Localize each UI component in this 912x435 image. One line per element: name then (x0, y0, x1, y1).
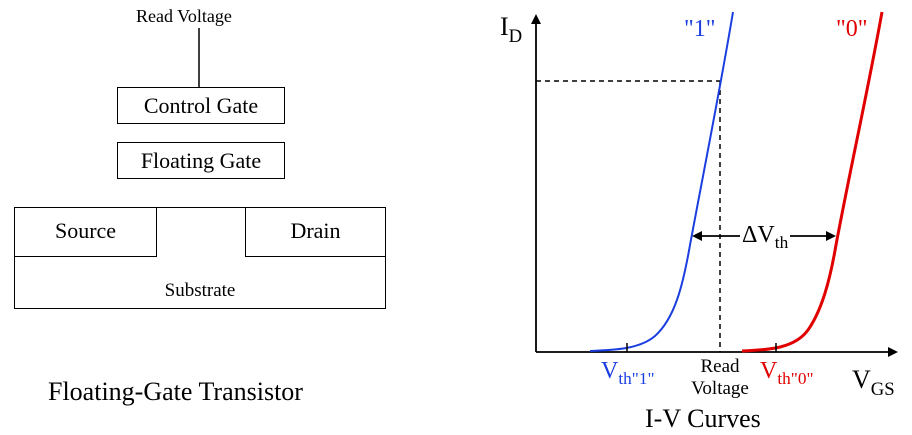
delta-vth-main: ΔV (742, 222, 775, 248)
control-gate-label: Control Gate (143, 93, 259, 118)
curve-bit-zero (741, 11, 884, 353)
iv-curves-caption: I-V Curves (645, 404, 761, 433)
delta-vth-sub: th (774, 233, 789, 253)
vth-zero-label-main: V (760, 358, 778, 384)
y-axis-label-sub: D (508, 25, 523, 47)
vth-zero-label: Vth"0" (760, 358, 814, 389)
x-axis-label-sub: GS (870, 378, 895, 400)
x-axis-label: VGS (852, 365, 895, 400)
y-axis-label: ID (500, 12, 522, 47)
x-axis-label-main: V (852, 365, 871, 394)
floating-gate-label: Floating Gate (140, 148, 262, 173)
read-voltage-label: Read Voltage (136, 6, 232, 26)
curve-zero-label: "0" (836, 16, 868, 42)
curve-bit-one (589, 11, 734, 352)
control-gate-box: Control Gate (117, 87, 285, 124)
substrate-label: Substrate (164, 280, 236, 301)
drain-label: Drain (290, 218, 341, 243)
vth-one-label-sub: th"1" (618, 369, 655, 389)
source-region: Source (14, 207, 157, 257)
curve-one-label: "1" (684, 16, 716, 42)
vth-one-label-main: V (601, 358, 619, 384)
read-voltage-axis-line1: Read (700, 356, 740, 377)
drain-region: Drain (245, 207, 386, 257)
read-voltage-axis-label: Read Voltage (681, 356, 759, 400)
delta-vth-label: ΔVth (742, 222, 789, 253)
source-label: Source (54, 218, 117, 243)
vth-one-label: Vth"1" (601, 358, 655, 389)
y-axis-label-main: I (500, 12, 509, 41)
transistor-caption: Floating-Gate Transistor (48, 377, 303, 406)
vth-zero-label-sub: th"0" (777, 369, 814, 389)
read-voltage-axis-line2: Voltage (691, 378, 749, 399)
floating-gate-box: Floating Gate (117, 142, 285, 179)
